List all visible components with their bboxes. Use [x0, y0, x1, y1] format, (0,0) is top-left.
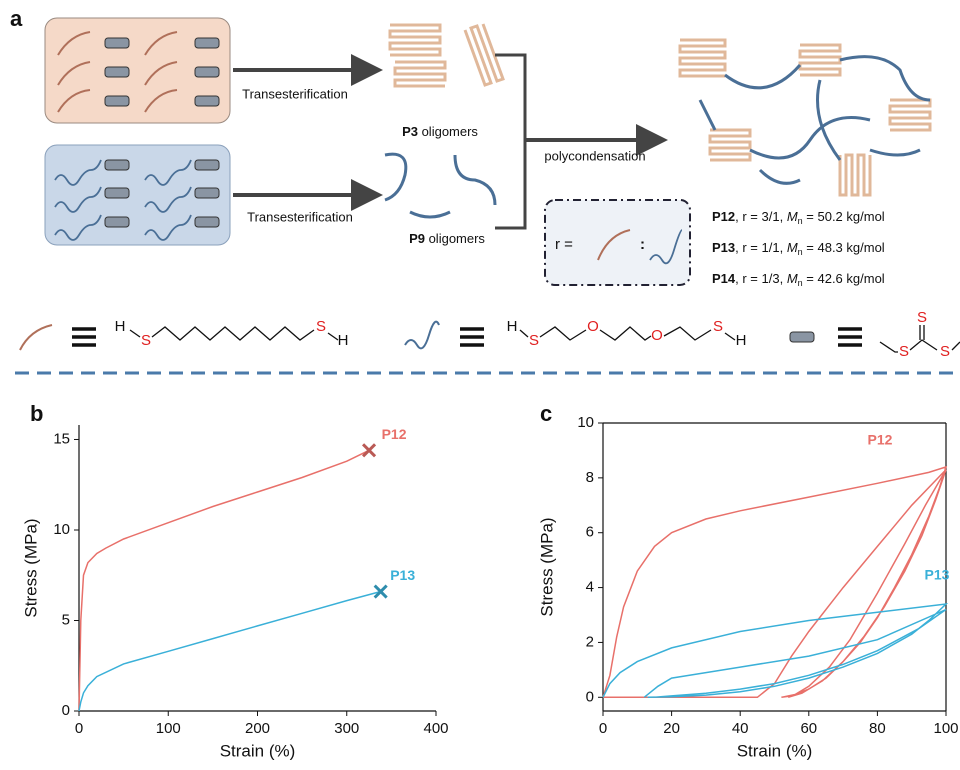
- end-marker: [363, 444, 375, 456]
- product-name: P12: [712, 209, 735, 224]
- x-tick-label: 200: [245, 720, 270, 737]
- x-axis-title: Strain (%): [737, 741, 813, 760]
- product-m: M: [787, 209, 798, 224]
- product-ratio: , r = 1/3,: [735, 271, 787, 286]
- chem-atom: O: [587, 318, 599, 335]
- y-tick-label: 10: [577, 414, 594, 431]
- product-name: P13: [712, 240, 735, 255]
- chem-atom: H: [736, 332, 747, 349]
- x-tick-label: 400: [423, 720, 448, 737]
- product-m: M: [787, 271, 798, 286]
- chem-atom: S: [141, 332, 151, 349]
- p3-icons: [390, 24, 503, 86]
- panel-label: a: [10, 6, 23, 31]
- chem-atom: H: [507, 318, 518, 335]
- product-name: P14: [712, 271, 736, 286]
- p9-icons: [385, 154, 495, 217]
- x-tick-label: 80: [869, 720, 886, 737]
- panel-label: c: [540, 401, 552, 426]
- oligomer-label: P9 oligomers: [409, 231, 485, 246]
- y-tick-label: 10: [53, 521, 70, 538]
- x-axis-title: Strain (%): [220, 741, 296, 760]
- series-label: P12: [382, 426, 407, 442]
- series-line: [603, 604, 946, 697]
- chem-atom: S: [940, 343, 950, 360]
- product-ratio: , r = 1/1,: [735, 240, 787, 255]
- chem-atom: S: [316, 318, 326, 335]
- y-tick-label: 15: [53, 430, 70, 447]
- y-tick-label: 0: [62, 702, 70, 719]
- chem-atom: S: [529, 332, 539, 349]
- chart: c 0 20 40 60 80 100 0 2 4 6 8 10 Strain (%) Stress (MP…: [537, 401, 958, 761]
- chem-bonds: [130, 325, 960, 352]
- chem-atom: H: [338, 332, 349, 349]
- schematic: a Transesterification Transesterificatio…: [10, 6, 960, 373]
- chem-atom: O: [651, 327, 663, 344]
- x-tick-label: 0: [75, 720, 83, 737]
- chem-atom: S: [899, 343, 909, 360]
- end-marker: [375, 586, 387, 598]
- oligomer-text: oligomers: [418, 124, 478, 139]
- ratio-sep: :: [640, 236, 645, 253]
- ratio-label: r =: [555, 236, 573, 253]
- x-tick-label: 300: [334, 720, 359, 737]
- product-line: P13, r = 1/1, Mn = 48.3 kg/mol: [712, 240, 885, 257]
- product-line: P14, r = 1/3, Mn = 42.6 kg/mol: [712, 271, 885, 288]
- series-label: P13: [390, 567, 415, 583]
- panel-label: b: [30, 401, 43, 426]
- y-tick-label: 6: [586, 524, 594, 541]
- product-value: = 48.3 kg/mol: [803, 240, 885, 255]
- y-tick-label: 2: [586, 633, 594, 650]
- oligomer-text: oligomers: [425, 231, 485, 246]
- x-tick-label: 60: [800, 720, 817, 737]
- chart: b 0 100 200 300 400 0 5 10 15 Strain (%) Stress (MP…: [21, 401, 448, 761]
- y-tick-label: 8: [586, 469, 594, 486]
- step-label: Transesterification: [247, 209, 353, 224]
- product-value: = 50.2 kg/mol: [803, 209, 885, 224]
- chem-atom: H: [115, 318, 126, 335]
- oligomer-name: P9: [409, 231, 425, 246]
- figure: a Transesterification Transesterificatio…: [0, 0, 960, 770]
- series-line: [79, 450, 369, 711]
- chem-atom: S: [917, 309, 927, 326]
- x-tick-label: 100: [933, 720, 958, 737]
- x-tick-label: 20: [663, 720, 680, 737]
- x-tick-label: 100: [156, 720, 181, 737]
- series-line: [79, 592, 381, 712]
- y-tick-label: 4: [586, 579, 594, 596]
- step-label: Transesterification: [242, 86, 348, 101]
- y-axis-title: Stress (MPa): [21, 518, 40, 617]
- series-label: P13: [925, 567, 950, 583]
- series-label: P12: [868, 432, 893, 448]
- y-tick-label: 5: [62, 611, 70, 628]
- step-label: polycondensation: [544, 148, 645, 163]
- product-line: P12, r = 3/1, Mn = 50.2 kg/mol: [712, 209, 885, 226]
- x-tick-label: 40: [732, 720, 749, 737]
- y-tick-label: 0: [586, 688, 594, 705]
- oligomer-name: P3: [402, 124, 418, 139]
- product-ratio: , r = 3/1,: [735, 209, 787, 224]
- y-axis-title: Stress (MPa): [537, 517, 556, 616]
- product-value: = 42.6 kg/mol: [803, 271, 885, 286]
- x-tick-label: 0: [599, 720, 607, 737]
- oligomer-label: P3 oligomers: [402, 124, 478, 139]
- product-m: M: [787, 240, 798, 255]
- series-line: [603, 467, 946, 697]
- chem-atom: S: [713, 318, 723, 335]
